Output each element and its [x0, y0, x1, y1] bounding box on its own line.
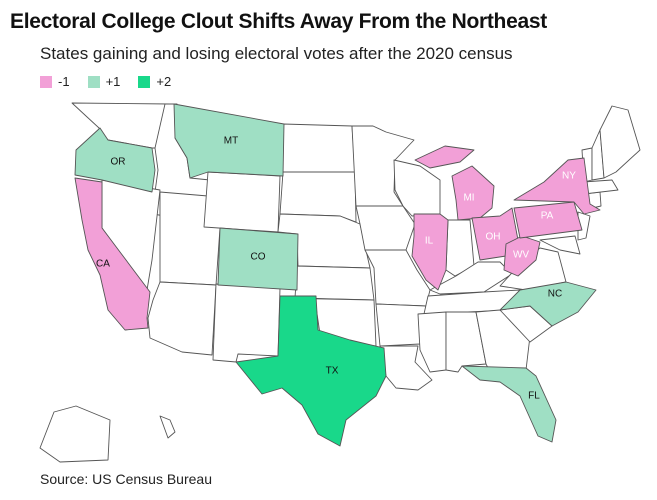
- legend-item-minus1: -1: [40, 74, 70, 89]
- state-label-fl: FL: [528, 391, 540, 402]
- state-label-tx: TX: [326, 366, 339, 377]
- state-MD: [539, 235, 581, 255]
- state-OR: [74, 127, 156, 193]
- state-AZ: [147, 281, 217, 356]
- chart-subtitle: States gaining and losing electoral vote…: [40, 44, 513, 63]
- state-MI: [414, 145, 495, 221]
- state-label-mt: MT: [224, 136, 238, 147]
- legend-item-plus1: +1: [87, 74, 121, 89]
- state-TX: [235, 295, 387, 447]
- state-IL: [411, 213, 449, 291]
- state-HI: [159, 415, 176, 439]
- legend-swatch-minus1: [40, 75, 52, 88]
- state-label-pa: PA: [541, 211, 554, 222]
- state-CA: [74, 177, 151, 331]
- legend-swatch-plus1: [87, 75, 100, 88]
- state-label-nc: NC: [548, 289, 562, 300]
- state-NC: [499, 281, 597, 327]
- state-label-ny: NY: [562, 171, 576, 182]
- legend: -1 +1 +2: [40, 74, 189, 89]
- state-LA: [379, 345, 433, 391]
- state-label-oh: OH: [486, 232, 501, 243]
- state-IA: [355, 205, 416, 251]
- state-AK: [39, 405, 111, 463]
- state-label-ca: CA: [96, 259, 110, 270]
- state-MT: [173, 103, 285, 179]
- legend-swatch-plus2: [138, 75, 151, 88]
- state-label-il: IL: [425, 236, 434, 247]
- state-PA: [513, 201, 583, 239]
- legend-label-minus1: -1: [58, 74, 70, 89]
- state-WY: [203, 171, 281, 233]
- state-label-mi: MI: [463, 193, 474, 204]
- state-NY: [513, 157, 601, 215]
- state-label-co: CO: [251, 252, 266, 263]
- legend-label-plus1: +1: [105, 74, 121, 89]
- source-note: Source: US Census Bureau: [40, 471, 212, 487]
- legend-label-plus2: +2: [156, 74, 172, 89]
- state-NM: [212, 283, 281, 363]
- state-label-wv: WV: [513, 250, 529, 261]
- state-FL: [461, 365, 557, 443]
- legend-item-plus2: +2: [138, 74, 171, 89]
- state-MS: [417, 311, 447, 373]
- state-ND: [282, 123, 356, 173]
- state-CO: [217, 227, 299, 291]
- state-ME: [599, 105, 641, 179]
- chart-title: Electoral College Clout Shifts Away From…: [10, 10, 547, 33]
- state-label-or: OR: [111, 157, 126, 168]
- state-KS: [294, 265, 375, 301]
